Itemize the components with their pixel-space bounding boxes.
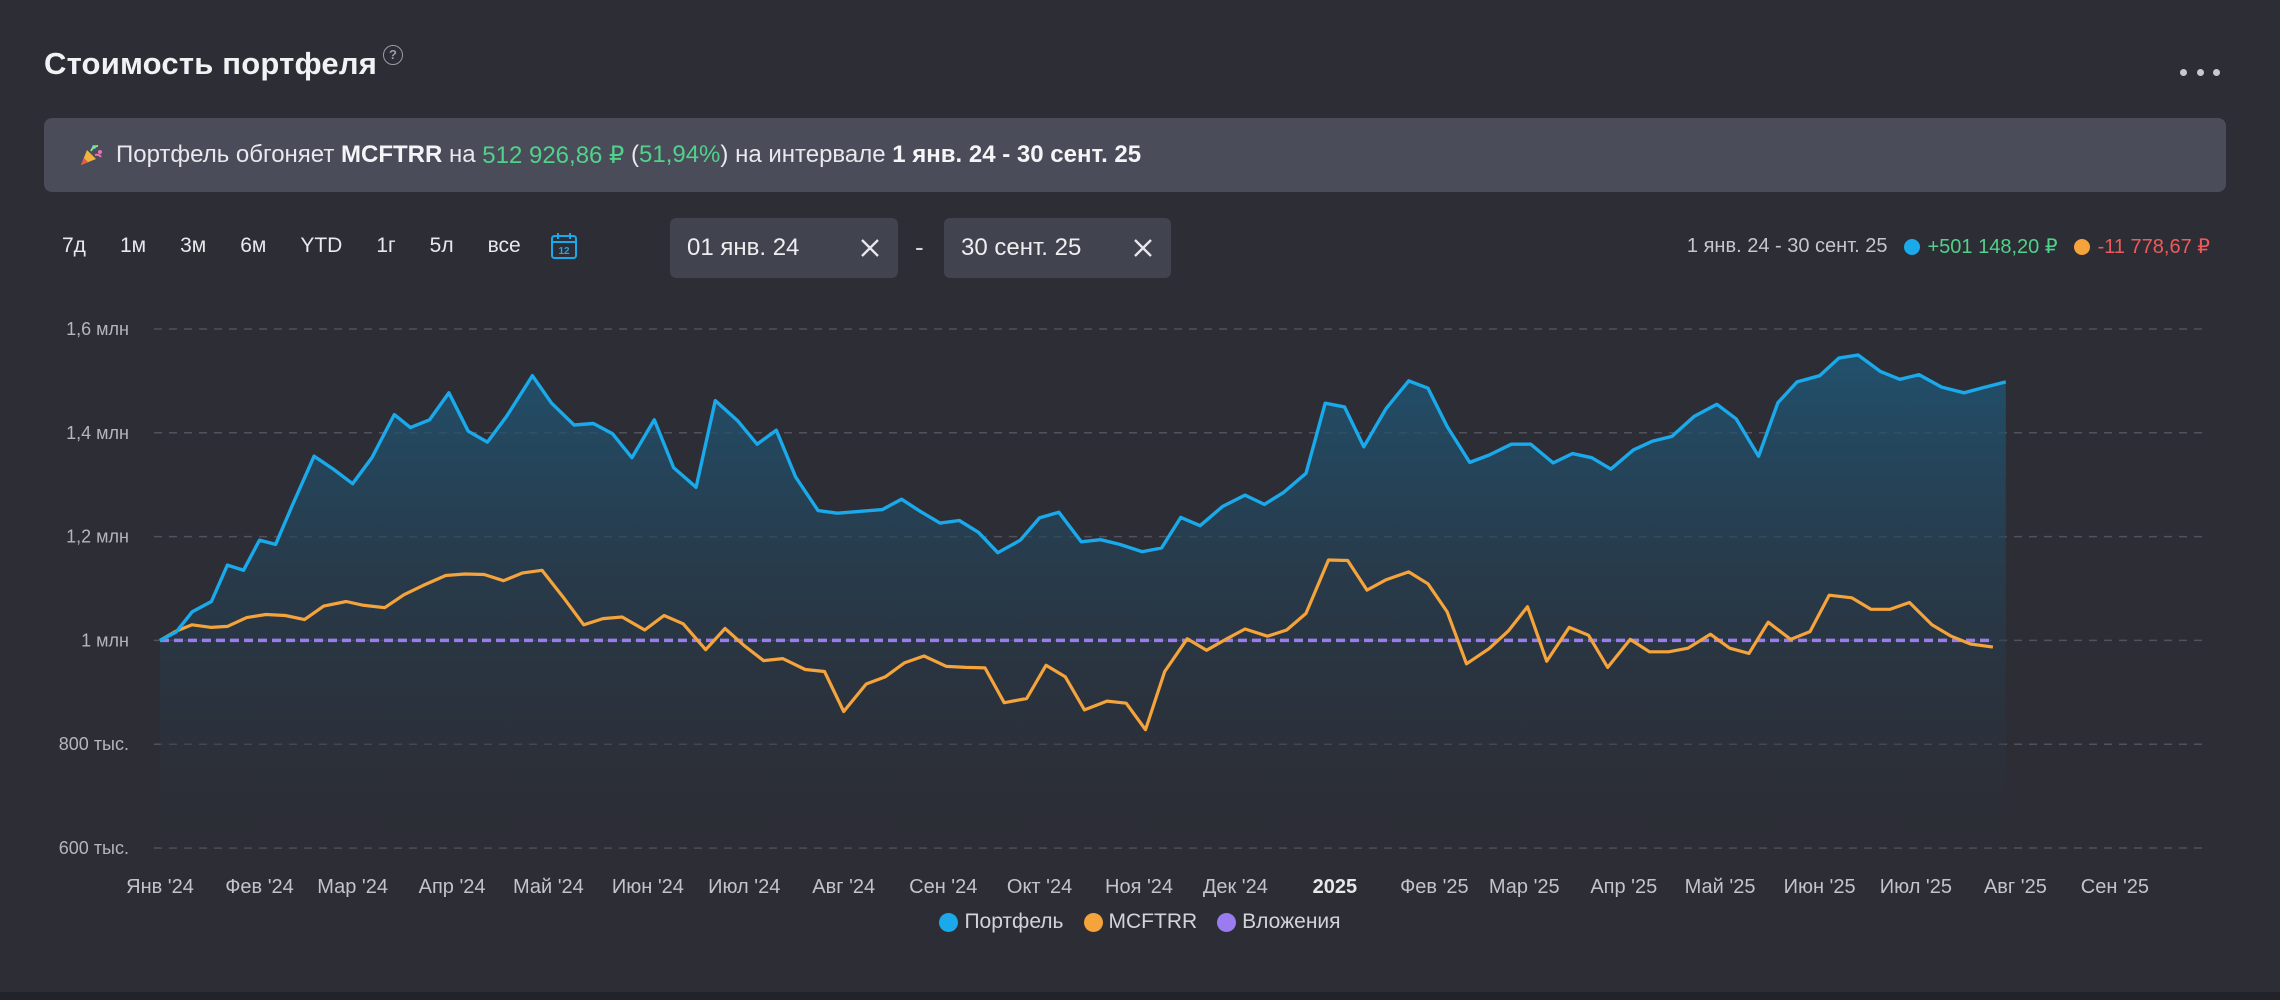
date-to-input[interactable]: 30 сент. 25 bbox=[944, 218, 1171, 278]
title-row: Стоимость портфеля ? bbox=[44, 45, 404, 82]
y-tick-label: 1 млн bbox=[81, 630, 129, 650]
x-tick-label: Авг '24 bbox=[812, 876, 875, 898]
range-5y-button[interactable]: 5л bbox=[429, 234, 454, 257]
x-tick-label: Апр '25 bbox=[1590, 876, 1657, 898]
clear-date-from-icon[interactable] bbox=[858, 236, 882, 260]
y-tick-label: 1,2 млн bbox=[66, 527, 129, 547]
portfolio-chart[interactable]: 1,6 млн 1,4 млн 1,2 млн 1 млн 800 тыс. 600 ты… bbox=[0, 0, 2280, 900]
x-axis: Янв '24 Фев '24 Мар '24 Апр '24 Май '24 Июн '… bbox=[126, 876, 2149, 898]
investments-swatch-icon bbox=[1217, 912, 1237, 932]
x-tick-label: Июн '25 bbox=[1784, 876, 1856, 898]
legend-label: MCFTRR bbox=[1108, 910, 1198, 933]
portfolio-area bbox=[160, 355, 2006, 848]
date-from-value: 01 янв. 24 bbox=[687, 234, 800, 261]
portfolio-dot-icon bbox=[1903, 238, 1920, 255]
legend-label: Портфель bbox=[964, 910, 1064, 933]
banner-prefix: Портфель обгоняет bbox=[116, 141, 342, 168]
range-all-button[interactable]: все bbox=[487, 234, 521, 257]
x-tick-label: 2025 bbox=[1313, 876, 1358, 898]
x-tick-label: Июл '25 bbox=[1880, 876, 1952, 898]
range-3m-button[interactable]: 3м bbox=[180, 234, 207, 257]
portfolio-area-fill bbox=[160, 355, 2006, 848]
outperformance-banner: Портфель обгоняет MCFTRR на 512 926,86 ₽… bbox=[44, 118, 2226, 192]
x-tick-label: Окт '24 bbox=[1007, 876, 1072, 898]
x-tick-label: Мар '24 bbox=[317, 876, 388, 898]
x-tick-label: Мар '25 bbox=[1489, 876, 1560, 898]
svg-text:12: 12 bbox=[558, 246, 570, 257]
y-tick-label: 600 тыс. bbox=[59, 838, 129, 858]
chart-series bbox=[159, 353, 2007, 732]
period-summary: 1 янв. 24 - 30 сент. 25 +501 148,20 ₽ -1… bbox=[1687, 234, 2210, 259]
banner-mid1: на bbox=[442, 141, 483, 168]
date-to-value: 30 сент. 25 bbox=[961, 234, 1082, 261]
portfolio-change: +501 148,20 ₽ bbox=[1927, 236, 2058, 258]
banner-amount: 512 926,86 ₽ bbox=[482, 141, 625, 169]
legend-label: Вложения bbox=[1242, 910, 1341, 933]
x-tick-label: Янв '24 bbox=[126, 876, 194, 898]
legend-item-mcftrr[interactable]: MCFTRR bbox=[1083, 910, 1198, 934]
x-tick-label: Сен '25 bbox=[2081, 876, 2149, 898]
banner-mid2: ( bbox=[624, 141, 639, 168]
range-ytd-button[interactable]: YTD bbox=[300, 234, 343, 257]
x-tick-label: Июл '24 bbox=[708, 876, 780, 898]
range-selector: 7д 1м 3м 6м YTD 1г 5л все 12 bbox=[48, 226, 579, 266]
legend-item-investments[interactable]: Вложения bbox=[1217, 910, 1341, 934]
clear-date-to-icon[interactable] bbox=[1131, 236, 1155, 260]
legend-item-portfolio[interactable]: Портфель bbox=[939, 910, 1064, 934]
x-tick-label: Май '25 bbox=[1685, 876, 1756, 898]
chart-legend: Портфель MCFTRR Вложения bbox=[0, 910, 2280, 934]
y-tick-label: 1,6 млн bbox=[66, 319, 129, 339]
party-popper-icon bbox=[81, 145, 102, 165]
page-title: Стоимость портфеля bbox=[44, 46, 378, 81]
y-axis: 1,6 млн 1,4 млн 1,2 млн 1 млн 800 тыс. 600 ты… bbox=[59, 319, 129, 858]
index-change: -11 778,67 ₽ bbox=[2097, 236, 2210, 258]
calendar-icon[interactable]: 12 bbox=[549, 231, 579, 261]
portfolio-line bbox=[159, 353, 2007, 642]
x-tick-label: Фев '24 bbox=[225, 876, 294, 898]
x-tick-label: Дек '24 bbox=[1203, 876, 1268, 898]
summary-interval: 1 янв. 24 - 30 сент. 25 bbox=[1686, 235, 1888, 257]
y-tick-label: 1,4 млн bbox=[66, 423, 129, 443]
dot-icon bbox=[2213, 68, 2220, 76]
mcftrr-swatch-icon bbox=[1083, 912, 1103, 932]
banner-percent: 51,94% bbox=[639, 141, 721, 168]
banner-mid3: ) на интервале bbox=[720, 141, 893, 168]
x-tick-label: Авг '25 bbox=[1984, 876, 2047, 898]
range-7d-button[interactable]: 7д bbox=[62, 234, 86, 257]
x-tick-label: Май '24 bbox=[513, 876, 584, 898]
range-1y-button[interactable]: 1г bbox=[376, 234, 396, 257]
x-tick-label: Фев '25 bbox=[1400, 876, 1469, 898]
help-icon[interactable]: ? bbox=[383, 45, 404, 65]
date-from-input[interactable]: 01 янв. 24 bbox=[670, 218, 898, 278]
range-6m-button[interactable]: 6м bbox=[240, 234, 267, 257]
range-1m-button[interactable]: 1м bbox=[119, 234, 147, 257]
y-tick-label: 800 тыс. bbox=[59, 734, 129, 754]
x-tick-label: Сен '24 bbox=[909, 876, 977, 898]
x-tick-label: Июн '24 bbox=[612, 876, 684, 898]
dot-icon bbox=[2180, 68, 2187, 76]
date-separator: - bbox=[915, 232, 924, 262]
mcftrr-line bbox=[159, 558, 1994, 732]
more-options-button[interactable] bbox=[2180, 58, 2220, 86]
x-tick-label: Апр '24 bbox=[419, 876, 486, 898]
index-dot-icon bbox=[2073, 238, 2090, 255]
portfolio-swatch-icon bbox=[939, 912, 959, 932]
banner-index: MCFTRR bbox=[341, 141, 443, 168]
banner-interval: 1 янв. 24 - 30 сент. 25 bbox=[892, 141, 1142, 168]
x-tick-label: Ноя '24 bbox=[1105, 876, 1173, 898]
dot-icon bbox=[2196, 68, 2204, 76]
